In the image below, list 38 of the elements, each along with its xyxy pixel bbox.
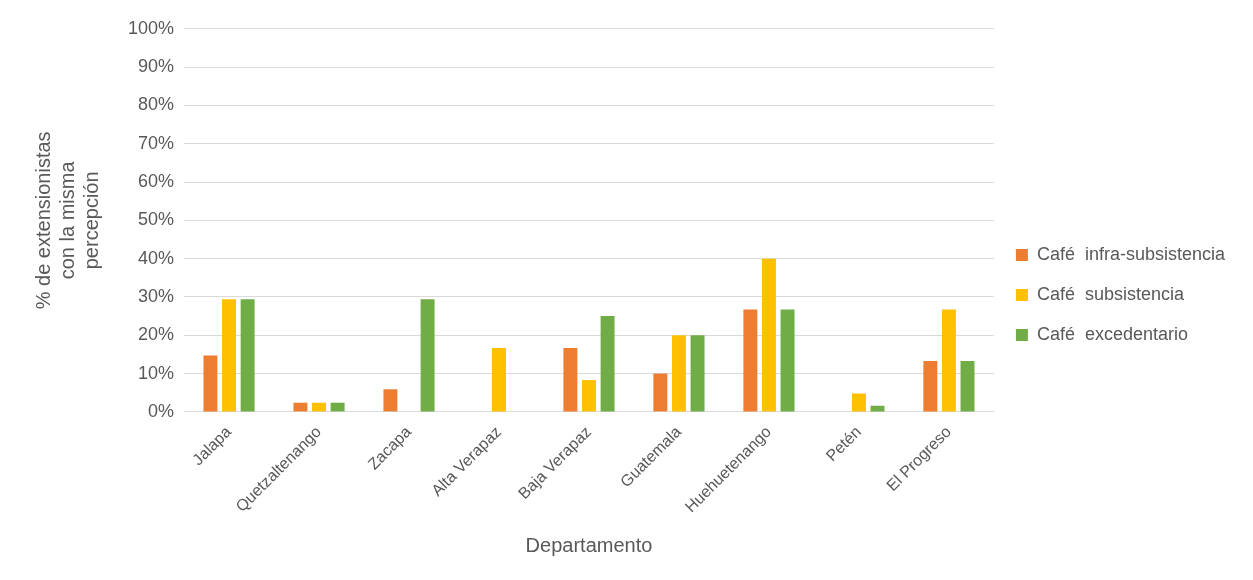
bar — [761, 258, 776, 412]
y-tick-label: 70% — [138, 132, 175, 153]
bar — [743, 309, 758, 412]
bar — [600, 316, 615, 412]
y-tick-label: 0% — [148, 400, 175, 421]
bar — [780, 309, 795, 412]
legend-label: Café infra-subsistencia — [1036, 243, 1226, 264]
y-tick-label: 50% — [138, 209, 175, 230]
y-tick-label: 60% — [138, 171, 175, 192]
y-tick-label: 20% — [138, 324, 175, 345]
y-tick-label: 100% — [127, 17, 175, 38]
y-tick-label: 10% — [138, 362, 175, 383]
bar — [563, 347, 578, 412]
bar — [330, 402, 345, 412]
bar — [671, 335, 686, 412]
bar — [383, 389, 398, 412]
bar — [653, 373, 668, 412]
bar — [420, 299, 435, 412]
bar — [851, 393, 866, 412]
x-axis-title: Departamento — [525, 533, 653, 556]
bar — [960, 360, 975, 412]
y-tick-label: 90% — [138, 56, 175, 77]
y-axis-title: % de extensionistas con la misma percepción — [31, 131, 102, 310]
y-tick-label: 80% — [138, 94, 175, 115]
bar — [240, 299, 255, 412]
legend-label: Café subsistencia — [1036, 283, 1185, 304]
y-tick-label: 30% — [138, 285, 175, 306]
bar — [293, 402, 308, 412]
legend-label: Café excedentario — [1036, 323, 1189, 344]
bar — [203, 355, 218, 412]
bar — [582, 380, 596, 412]
bar — [222, 299, 236, 412]
bar — [941, 309, 956, 412]
bar — [492, 347, 506, 412]
bar — [690, 335, 705, 412]
bar — [312, 402, 326, 412]
y-tick-label: 40% — [138, 247, 175, 268]
bar — [923, 360, 938, 412]
